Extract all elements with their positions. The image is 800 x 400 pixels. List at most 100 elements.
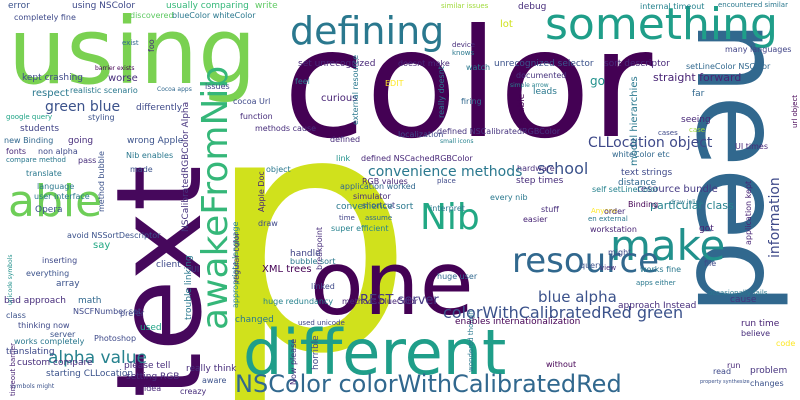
- word: EDIT: [385, 79, 404, 88]
- word: translate: [26, 169, 62, 178]
- word: Nib enables: [126, 151, 174, 160]
- word: works completely: [14, 337, 85, 346]
- word: Apple Doc: [257, 171, 266, 212]
- word: linked: [311, 282, 335, 291]
- word: resource bundle: [637, 184, 718, 195]
- word: issues: [205, 82, 230, 91]
- word: CLLocation object: [588, 135, 713, 151]
- word: huge user: [437, 272, 478, 281]
- word: fonts: [6, 147, 27, 156]
- word: differently: [136, 103, 183, 113]
- word: file: [704, 259, 717, 268]
- word: object: [266, 165, 291, 174]
- word: horrible: [311, 335, 321, 370]
- word: compare method: [6, 156, 66, 164]
- word: url object: [791, 94, 799, 128]
- word: cocoa Url: [233, 97, 271, 106]
- word: UI: [191, 265, 200, 274]
- word: believe: [741, 329, 771, 338]
- word: text strings: [621, 168, 673, 178]
- word: going: [68, 136, 94, 146]
- word: every nib: [490, 193, 528, 202]
- word: easier: [523, 215, 548, 224]
- word: kept crashing: [22, 73, 84, 83]
- word: awakeFromNib: [195, 65, 236, 330]
- word: usually comparing: [166, 1, 249, 11]
- word: realistic scenario: [70, 86, 138, 95]
- word: defining: [290, 9, 445, 53]
- word: many languages: [725, 45, 792, 54]
- word: NSColor colorWithCalibratedRed: [235, 370, 622, 398]
- word: prefer: [120, 309, 145, 318]
- word: apps either: [636, 279, 676, 287]
- word: say: [93, 240, 111, 251]
- word: got: [699, 224, 714, 234]
- word: inserting: [42, 256, 78, 265]
- word: Binding: [628, 200, 659, 209]
- word: google query: [6, 113, 53, 121]
- word: custom compare: [17, 358, 93, 368]
- word: draw: [258, 219, 278, 228]
- word: works fine: [640, 265, 682, 274]
- word: internal timeout: [640, 2, 705, 11]
- word: avoid NSSortDescriptor: [67, 231, 161, 240]
- word: setting RGB: [126, 372, 180, 382]
- word: leads: [533, 87, 557, 97]
- word: curious: [321, 93, 358, 104]
- word: barrier exists: [95, 65, 135, 72]
- word: without: [546, 360, 577, 369]
- word: idea: [144, 384, 162, 393]
- word: application kept: [744, 180, 753, 245]
- word: class: [6, 311, 26, 320]
- word: cause: [730, 295, 757, 305]
- word: RGB values: [362, 177, 408, 186]
- word: time: [339, 214, 355, 222]
- word: setLineColor NSColor: [686, 62, 771, 71]
- word: firing: [461, 97, 482, 106]
- word: application worked: [340, 182, 416, 191]
- word: foo: [147, 39, 156, 52]
- word: p: [205, 42, 415, 400]
- word: Now please: [289, 338, 298, 385]
- word: user interface: [34, 192, 90, 201]
- word: thinking now: [18, 321, 70, 330]
- word: UI times: [735, 142, 768, 151]
- word: unrecognized selector: [494, 59, 594, 69]
- word: watch: [466, 63, 491, 72]
- word: handle: [290, 249, 321, 259]
- word: assume: [365, 214, 393, 222]
- word: step times: [516, 176, 564, 186]
- word: green blue: [45, 99, 121, 115]
- word: bubble sort: [290, 257, 336, 266]
- word: using NSColor: [72, 1, 136, 11]
- word: really think: [186, 364, 237, 374]
- word: blueColor whiteColor: [172, 11, 256, 20]
- word: knows: [452, 49, 475, 57]
- word: regular color: [232, 232, 241, 283]
- word: defined: [330, 135, 361, 144]
- word: discovered: [130, 11, 174, 20]
- word: straight forward: [653, 71, 742, 84]
- word: external resource: [351, 54, 360, 125]
- word: case: [689, 126, 706, 134]
- word: bad approach: [4, 296, 66, 306]
- word: function: [240, 112, 273, 121]
- word: query: [580, 261, 604, 270]
- word: wrong Apple: [127, 136, 184, 146]
- word: really doesnt: [437, 66, 446, 118]
- word: stuff: [541, 205, 559, 214]
- word: REST server: [360, 293, 439, 308]
- word: completely fine: [14, 13, 76, 22]
- word: feel: [295, 77, 310, 86]
- word: write: [255, 1, 278, 11]
- word: property synthesize: [700, 379, 750, 385]
- word: particular class: [650, 199, 734, 212]
- word: lot: [500, 19, 513, 30]
- word: new Binding: [4, 136, 54, 145]
- word: self setLineColor: [592, 185, 659, 194]
- word: defined NSCalibratedRGBColor: [437, 127, 561, 136]
- word: used: [140, 323, 162, 333]
- word: one: [310, 232, 474, 335]
- word: localization: [398, 130, 444, 139]
- word: symbols might: [10, 383, 55, 390]
